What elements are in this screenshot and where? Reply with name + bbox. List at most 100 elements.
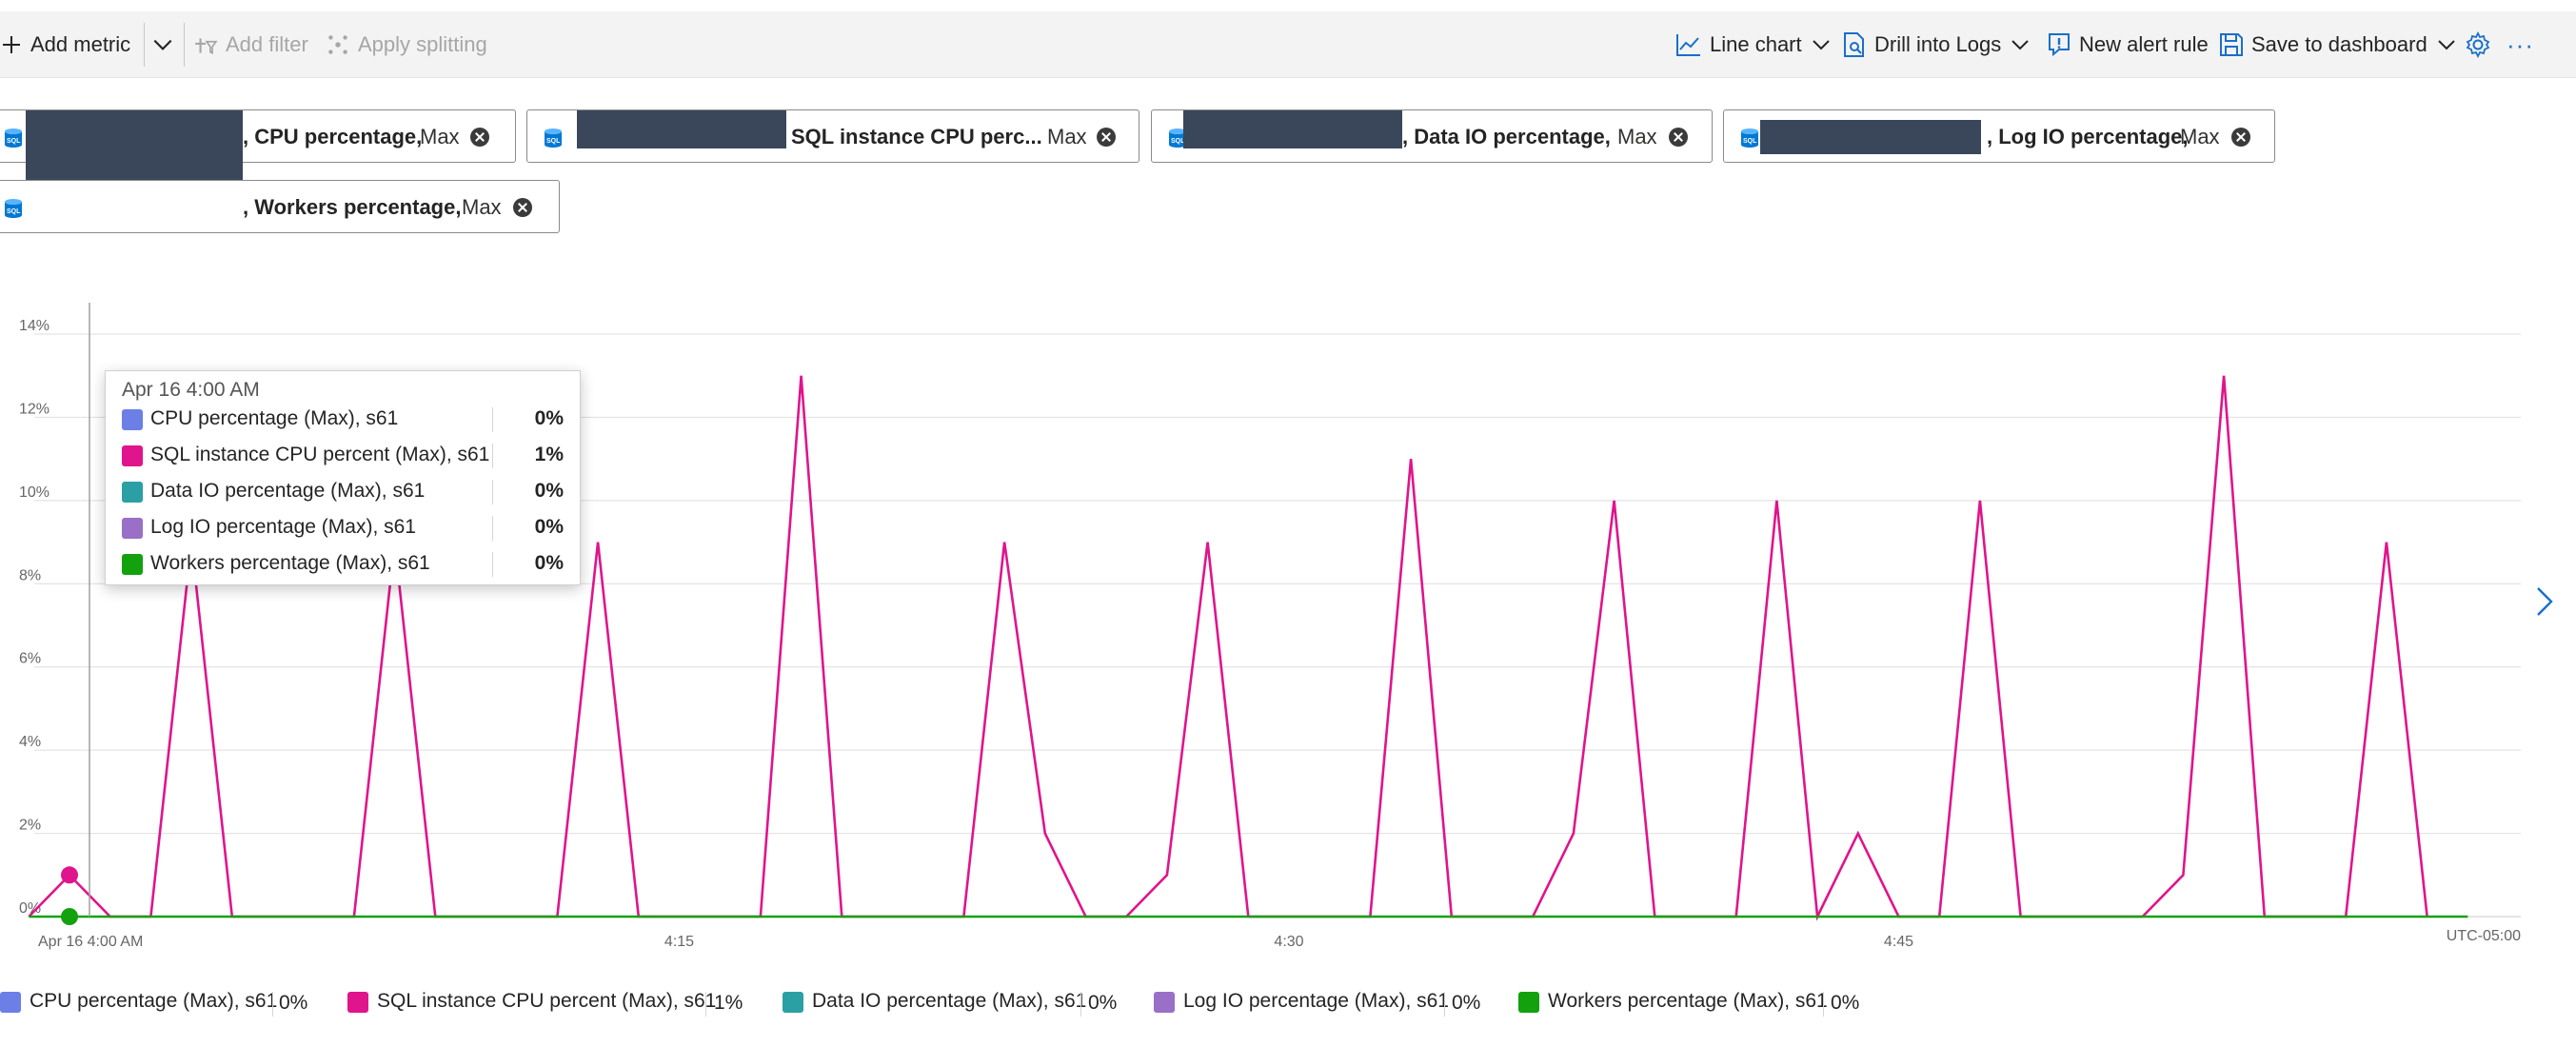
legend-swatch (0, 992, 21, 1013)
add-metric-button[interactable]: Add metric (0, 11, 130, 78)
chevron-down-icon (2437, 40, 2455, 50)
metric-name: , Data IO percentage, (1402, 125, 1611, 148)
remove-metric-icon[interactable] (1097, 128, 1116, 147)
drill-into-logs-label: Drill into Logs (1874, 32, 2002, 56)
tooltip-row: CPU percentage (Max), s61 0% (122, 402, 569, 434)
tooltip-series-name: Log IO percentage (Max), s61 (150, 516, 416, 538)
redacted-resource-name (577, 110, 786, 148)
x-tick-label: 4:45 (1884, 934, 1913, 950)
y-tick-label: 0% (19, 900, 41, 917)
legend-divider (1444, 992, 1445, 1017)
tooltip-divider (492, 444, 493, 468)
metric-pill-log-io[interactable]: SQL , Log IO percentage, Max (1723, 109, 2275, 163)
line-chart-icon (1676, 34, 1700, 56)
metric-name: , Log IO percentage, (1987, 125, 2189, 148)
new-alert-rule-button[interactable]: New alert rule (2047, 11, 2209, 78)
add-filter-button[interactable]: Add filter (193, 11, 308, 78)
metric-aggregation: Max (420, 125, 460, 148)
legend-item-workers[interactable]: Workers percentage (Max), s61 0% (1518, 986, 1880, 1018)
x-tick-label: 4:30 (1274, 934, 1303, 950)
remove-metric-icon[interactable] (1669, 128, 1688, 147)
alert-icon (2049, 33, 2070, 57)
legend-swatch (347, 992, 368, 1013)
svg-text:SQL: SQL (7, 208, 21, 215)
legend-divider (705, 992, 706, 1017)
line-chart-button[interactable]: Line chart (1675, 11, 1833, 78)
y-tick-label: 6% (19, 651, 41, 667)
legend-item-cpu[interactable]: CPU percentage (Max), s61 0% (0, 986, 314, 1018)
y-tick-label: 8% (19, 567, 41, 583)
legend-series-name: Data IO percentage (Max), s61 (812, 990, 1087, 1012)
toolbar-divider (184, 23, 185, 67)
legend-item-log-io[interactable]: Log IO percentage (Max), s61 0% (1154, 986, 1496, 1018)
metrics-toolbar: Add metric Add filter Apply splitting Li… (0, 11, 2576, 78)
remove-metric-icon[interactable] (470, 128, 489, 147)
toolbar-divider (144, 23, 145, 67)
y-tick-label: 2% (19, 818, 41, 834)
svg-text:SQL: SQL (7, 138, 21, 145)
tooltip-series-name: Workers percentage (Max), s61 (150, 552, 430, 574)
hover-markers (61, 866, 78, 925)
legend-series-name: Log IO percentage (Max), s61 (1183, 990, 1449, 1012)
tooltip-series-value: 0% (534, 552, 564, 574)
tooltip-row: SQL instance CPU percent (Max), s61 1% (122, 438, 569, 470)
legend-series-value: 1% (714, 992, 743, 1014)
save-to-dashboard-button[interactable]: Save to dashboard (2219, 11, 2458, 78)
legend-series-name: SQL instance CPU percent (Max), s61 (377, 990, 717, 1012)
apply-splitting-button[interactable]: Apply splitting (326, 11, 487, 78)
line-chart-label: Line chart (1710, 32, 1802, 56)
legend-item-sql-cpu[interactable]: SQL instance CPU percent (Max), s61 1% (347, 986, 747, 1018)
tooltip-row: Log IO percentage (Max), s61 0% (122, 510, 569, 543)
settings-button[interactable] (2465, 11, 2491, 78)
legend-swatch (1518, 992, 1539, 1013)
series-swatch (122, 445, 143, 466)
x-tick-label: 4:15 (664, 934, 694, 950)
legend-item-data-io[interactable]: Data IO percentage (Max), s61 0% (783, 986, 1125, 1018)
tooltip-series-name: SQL instance CPU percent (Max), s61 (150, 444, 490, 465)
sql-database-icon: SQL (5, 199, 22, 218)
remove-metric-icon[interactable] (2231, 128, 2250, 147)
series-swatch (122, 482, 143, 503)
series-swatch (122, 518, 143, 539)
sql-database-icon: SQL (1169, 128, 1186, 148)
chart-series (28, 375, 2468, 921)
legend-divider (1823, 992, 1824, 1017)
splitting-icon (328, 35, 347, 54)
redacted-resource-name (1760, 120, 1981, 154)
chart-tooltip: Apr 16 4:00 AM CPU percentage (Max), s61… (105, 370, 581, 585)
chevron-right-icon[interactable] (2532, 584, 2557, 619)
metric-aggregation: Max (1047, 125, 1087, 148)
gear-icon (2466, 31, 2490, 58)
remove-metric-icon[interactable] (513, 198, 532, 217)
y-tick-label: 10% (19, 484, 50, 501)
plus-icon (3, 36, 20, 53)
more-options-button[interactable]: ··· (2507, 30, 2534, 59)
sql-database-icon: SQL (5, 128, 22, 148)
tooltip-divider (492, 516, 493, 541)
metric-pill-cpu[interactable]: SQL , CPU percentage, Max (0, 109, 516, 221)
legend-series-name: Workers percentage (Max), s61 (1548, 990, 1828, 1012)
hover-marker (61, 866, 78, 884)
metric-pill-data-io[interactable]: SQL , Data IO percentage, Max (1151, 109, 1713, 163)
svg-text:SQL: SQL (1171, 138, 1185, 145)
tooltip-series-name: Data IO percentage (Max), s61 (150, 480, 426, 502)
legend-swatch (783, 992, 803, 1013)
legend-divider (1080, 992, 1081, 1017)
tooltip-series-name: CPU percentage (Max), s61 (150, 407, 399, 429)
tooltip-divider (492, 480, 493, 504)
legend-series-value: 0% (1831, 992, 1860, 1014)
metric-pill-workers[interactable]: SQL , Workers percentage, Max (0, 180, 560, 233)
series-swatch (122, 409, 143, 430)
tooltip-series-value: 0% (534, 480, 564, 502)
legend-series-value: 0% (1088, 992, 1118, 1014)
legend-divider (272, 992, 273, 1017)
sql-database-icon: SQL (545, 128, 562, 148)
chevron-down-icon (1812, 40, 1830, 50)
chevron-down-icon (2011, 40, 2029, 50)
metric-aggregation: Max (2180, 125, 2220, 148)
add-metric-dropdown[interactable] (150, 11, 175, 78)
metric-pill-sql-cpu[interactable]: SQL SQL instance CPU perc... Max (526, 109, 1139, 163)
drill-into-logs-button[interactable]: Drill into Logs (1842, 11, 2031, 78)
metric-name: SQL instance CPU perc... (791, 125, 1042, 148)
tooltip-row: Data IO percentage (Max), s61 0% (122, 474, 569, 506)
